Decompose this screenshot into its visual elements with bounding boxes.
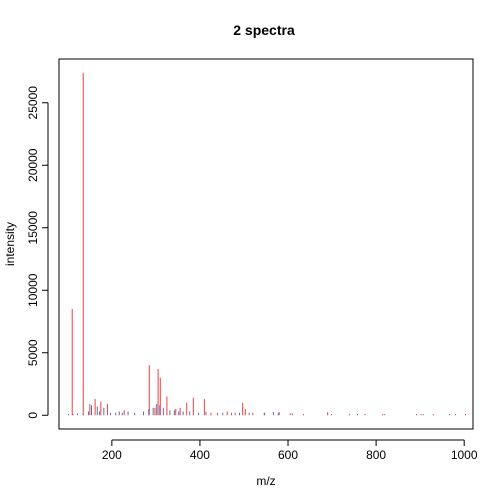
y-axis: 0 5000 10000 15000 20000 25000 <box>26 86 49 419</box>
y-tick-label: 0 <box>26 412 40 419</box>
y-tick-label: 20000 <box>26 148 40 182</box>
plot-frame <box>58 58 474 430</box>
x-axis-label: m/z <box>256 474 275 488</box>
y-tick-label: 10000 <box>26 273 40 307</box>
x-axis: 200 400 600 800 1000 <box>102 439 478 462</box>
chart-title: 2 spectra <box>233 22 295 38</box>
x-tick-label: 600 <box>278 448 298 462</box>
y-tick-label: 15000 <box>26 211 40 245</box>
y-tick-label: 5000 <box>26 339 40 366</box>
x-tick-label: 1000 <box>451 448 478 462</box>
y-axis-label: intensity <box>3 222 17 266</box>
x-tick-label: 800 <box>366 448 386 462</box>
y-tick-label: 25000 <box>26 86 40 120</box>
spectrum-bars <box>68 72 467 416</box>
x-tick-label: 400 <box>190 448 210 462</box>
x-tick-label: 200 <box>102 448 122 462</box>
